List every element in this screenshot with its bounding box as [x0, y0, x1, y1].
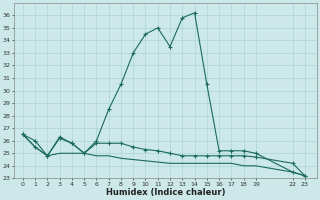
X-axis label: Humidex (Indice chaleur): Humidex (Indice chaleur) [106, 188, 226, 197]
